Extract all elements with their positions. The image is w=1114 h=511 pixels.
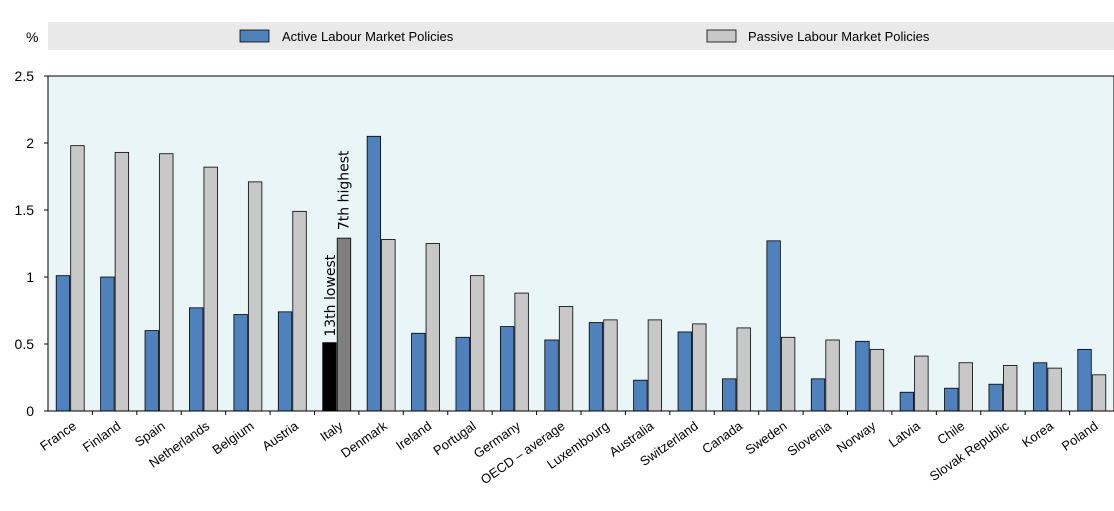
- y-tick-label: 0.5: [15, 336, 35, 352]
- bar-passive-norway: [869, 348, 885, 412]
- bar-active-netherlands: [189, 307, 204, 412]
- category-label: Slovenia: [785, 418, 835, 459]
- bar-active-latvia: [899, 391, 915, 412]
- bar-active-slovenia: [810, 378, 826, 412]
- annotation-7th-highest: 7th highest: [336, 150, 352, 230]
- bar-passive-luxembourg: [603, 319, 618, 412]
- bar-passive-france: [70, 145, 85, 412]
- bar-active-australia: [633, 379, 648, 412]
- bar-active-spain: [144, 330, 159, 412]
- bar-active-luxembourg: [588, 322, 604, 412]
- bar-passive-belgium: [247, 181, 263, 412]
- legend: Active Labour Market Policies Passive La…: [48, 22, 1114, 50]
- category-label: Slovak Republic: [927, 418, 1012, 484]
- category-label: Latvia: [886, 418, 924, 451]
- bar-passive-slovenia: [825, 339, 840, 412]
- bar-active-portugal: [455, 336, 470, 412]
- category-label: Italy: [317, 418, 346, 444]
- y-axis-ticks: 0 0.5 1 1.5 2 2.5: [15, 68, 48, 419]
- y-tick-label: 1.5: [15, 202, 35, 218]
- bar-active-slovak-republic: [988, 383, 1003, 412]
- plot-background: [48, 76, 1114, 411]
- bar-active-ireland: [411, 332, 426, 412]
- legend-background: [48, 22, 1114, 50]
- category-label: Spain: [132, 418, 168, 449]
- bar-passive-denmark: [381, 239, 396, 412]
- category-label: France: [37, 418, 79, 453]
- bar-passive-switzerland: [692, 323, 707, 412]
- category-label: Austria: [259, 418, 301, 454]
- category-label: Ireland: [393, 418, 434, 453]
- bar-active-belgium: [233, 314, 248, 412]
- bar-passive-slovak-republic: [1003, 365, 1018, 412]
- category-label: Chile: [934, 418, 967, 447]
- category-label: Sweden: [743, 418, 790, 457]
- bar-passive-chile: [958, 362, 973, 412]
- legend-label-passive: Passive Labour Market Policies: [748, 29, 930, 44]
- y-tick-label: 0: [26, 403, 34, 419]
- legend-label-active: Active Labour Market Policies: [282, 29, 454, 44]
- legend-swatch-passive: [706, 29, 737, 43]
- bar-active-oecd-average: [544, 339, 559, 412]
- bar-active-finland: [100, 276, 115, 412]
- bar-active-sweden: [766, 240, 781, 412]
- bar-passive-latvia: [914, 355, 929, 412]
- bar-passive-poland: [1091, 374, 1107, 412]
- bar-active-germany: [499, 326, 515, 412]
- bar-passive-oecd-average: [558, 306, 574, 412]
- bar-passive-korea: [1047, 367, 1062, 412]
- y-tick-label: 2: [26, 135, 34, 151]
- category-label: Finland: [80, 418, 124, 455]
- bar-passive-australia: [647, 319, 663, 412]
- bar-passive-netherlands: [203, 166, 218, 412]
- bar-passive-austria: [292, 210, 307, 412]
- bar-passive-portugal: [470, 275, 485, 412]
- category-label: Portugal: [430, 418, 478, 458]
- bar-passive-sweden: [780, 336, 796, 412]
- category-label: Poland: [1059, 418, 1101, 454]
- category-label: Canada: [699, 418, 746, 457]
- category-label: Denmark: [338, 418, 390, 461]
- y-tick-label: 1: [26, 269, 34, 285]
- legend-swatch-active: [239, 29, 270, 43]
- plot-area: 00.511.522.5 France Finland SpainNetherlan…: [15, 68, 1114, 487]
- bar-passive-finland: [114, 151, 130, 412]
- category-label: Belgium: [210, 418, 257, 457]
- bar-active-poland: [1077, 348, 1092, 412]
- category-label: Korea: [1019, 418, 1057, 451]
- bar-active-france: [55, 275, 71, 412]
- bar-active-canada: [722, 378, 737, 412]
- bar-passive-spain: [159, 153, 174, 412]
- category-label: Norway: [834, 418, 879, 456]
- bar-active-switzerland: [677, 331, 692, 412]
- bar-passive-italy: [336, 237, 352, 412]
- bar-passive-canada: [736, 327, 751, 412]
- annotation-13th-lowest: 13th lowest: [323, 254, 339, 336]
- bar-active-austria: [277, 311, 293, 412]
- bar-active-chile: [944, 387, 959, 412]
- y-axis-label: %: [26, 29, 38, 45]
- bar-active-denmark: [366, 135, 382, 412]
- bar-passive-ireland: [425, 243, 440, 412]
- bar-active-italy: [322, 342, 337, 412]
- bar-passive-germany: [514, 292, 529, 412]
- y-tick-label: 2.5: [15, 68, 35, 84]
- bar-active-korea: [1032, 362, 1048, 412]
- bar-active-norway: [855, 340, 870, 412]
